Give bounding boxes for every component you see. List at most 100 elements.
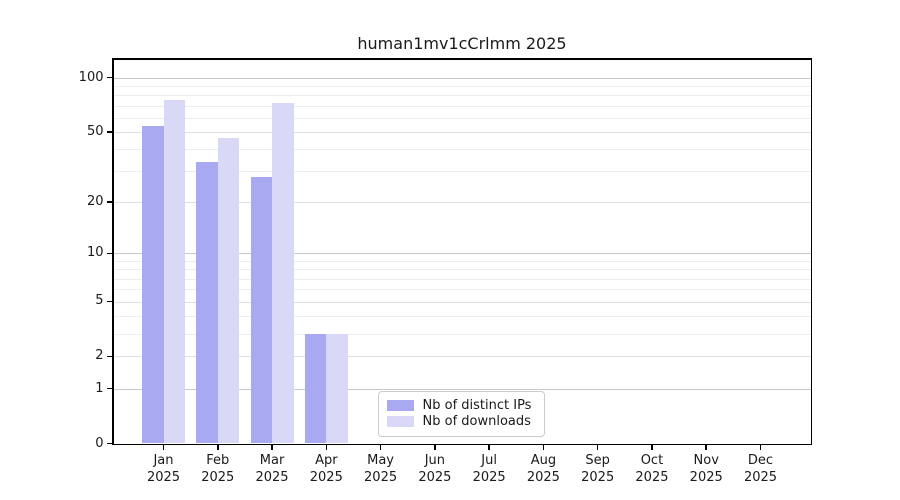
x-tick-mark [325, 445, 328, 450]
minor-gridline [113, 171, 811, 173]
month-label: Mar [259, 452, 285, 468]
x-tick-label-may: May 2025 [351, 452, 411, 486]
bar-downloads-jan [163, 100, 185, 444]
y-tick-label-5: 5 [95, 293, 104, 309]
y-tick-mark [107, 252, 112, 255]
year-label: 2025 [689, 469, 723, 485]
major-gridline [113, 202, 811, 204]
x-tick-label-nov: Nov 2025 [676, 452, 736, 486]
minor-gridline [113, 85, 811, 87]
year-label: 2025 [309, 469, 343, 485]
bar-distinct-ips-feb [196, 161, 218, 444]
minor-gridline [113, 269, 811, 271]
bar-downloads-apr [326, 333, 348, 444]
minor-gridline [113, 95, 811, 97]
bar-distinct-ips-jan [142, 125, 164, 444]
y-tick-label-0: 0 [95, 435, 104, 451]
y-tick-mark [107, 387, 112, 390]
x-tick-mark [162, 445, 165, 450]
bar-downloads-mar [272, 103, 294, 444]
right-spine [810, 58, 812, 445]
x-tick-label-jan: Jan 2025 [134, 452, 194, 486]
minor-gridline [113, 278, 811, 280]
bar-distinct-ips-apr [304, 333, 327, 444]
major-gridline [113, 356, 811, 358]
minor-gridline [113, 149, 811, 151]
year-label: 2025 [635, 469, 669, 485]
major-gridline [113, 131, 811, 133]
year-label: 2025 [472, 469, 506, 485]
y-tick-label-2: 2 [95, 348, 104, 364]
x-tick-label-mar: Mar 2025 [242, 452, 302, 486]
x-tick-mark [217, 445, 219, 450]
year-label: 2025 [255, 469, 289, 485]
month-label: Dec [747, 452, 774, 468]
legend-swatch-distinct-ips [386, 400, 414, 411]
legend-item-downloads: Nb of downloads [386, 413, 536, 430]
x-tick-mark [271, 445, 273, 450]
x-tick-label-dec: Dec 2025 [731, 452, 791, 486]
minor-gridline [113, 315, 811, 317]
year-label: 2025 [418, 469, 452, 485]
month-label: May [367, 452, 395, 468]
y-tick-mark [107, 442, 112, 445]
x-tick-mark [596, 445, 599, 450]
bar-downloads-feb [217, 138, 240, 444]
y-tick-label-20: 20 [86, 194, 104, 210]
year-label: 2025 [743, 469, 778, 485]
x-tick-label-feb: Feb 2025 [188, 452, 248, 486]
year-label: 2025 [526, 469, 560, 485]
year-label: 2025 [146, 469, 181, 485]
minor-gridline [113, 105, 811, 107]
minor-gridline [113, 333, 811, 335]
x-tick-mark [488, 445, 490, 450]
plot-area: Nb of distinct IPs Nb of downloads [112, 58, 812, 445]
decade-gridline [113, 77, 811, 79]
month-label: Feb [206, 452, 230, 468]
x-tick-label-apr: Apr 2025 [296, 452, 356, 486]
month-label: Apr [315, 452, 338, 468]
x-tick-mark [705, 445, 707, 450]
month-label: Jan [153, 452, 174, 468]
month-label: Oct [640, 452, 664, 468]
y-tick-mark [107, 131, 112, 133]
x-tick-mark [434, 445, 436, 450]
x-tick-mark [651, 445, 653, 450]
y-tick-label-10: 10 [86, 245, 104, 261]
legend-item-distinct-ips: Nb of distinct IPs [386, 397, 536, 414]
x-tick-mark [542, 445, 545, 450]
x-axis-line [112, 443, 812, 445]
minor-gridline [113, 289, 811, 291]
year-label: 2025 [364, 469, 398, 485]
y-tick-label-100: 100 [78, 69, 104, 85]
x-tick-mark [379, 445, 382, 450]
x-tick-label-aug: Aug 2025 [513, 452, 573, 486]
minor-gridline [113, 261, 811, 262]
month-label: Nov [693, 452, 719, 468]
month-label: Aug [530, 452, 557, 468]
y-tick-label-50: 50 [86, 123, 104, 139]
legend: Nb of distinct IPs Nb of downloads [377, 390, 545, 437]
x-tick-label-jul: Jul 2025 [459, 452, 519, 486]
decade-gridline [113, 253, 811, 255]
x-tick-mark [759, 445, 762, 450]
chart-title: human1mv1cCrlmm 2025 [357, 34, 567, 53]
major-gridline [113, 301, 811, 303]
y-tick-mark [107, 355, 112, 358]
y-axis-line [112, 58, 114, 445]
minor-gridline [113, 117, 811, 119]
legend-label-distinct-ips: Nb of distinct IPs [422, 397, 532, 413]
month-label: Jul [481, 452, 497, 468]
x-tick-label-oct: Oct 2025 [622, 452, 682, 486]
year-label: 2025 [201, 469, 235, 485]
legend-swatch-downloads [386, 416, 414, 427]
y-tick-mark [107, 76, 112, 79]
x-tick-label-jun: Jun 2025 [405, 452, 465, 486]
x-tick-label-sep: Sep 2025 [568, 452, 628, 486]
legend-label-downloads: Nb of downloads [422, 413, 531, 429]
y-tick-label-1: 1 [95, 380, 104, 396]
top-spine [112, 58, 812, 60]
decade-gridline [113, 388, 811, 390]
year-label: 2025 [581, 469, 615, 485]
